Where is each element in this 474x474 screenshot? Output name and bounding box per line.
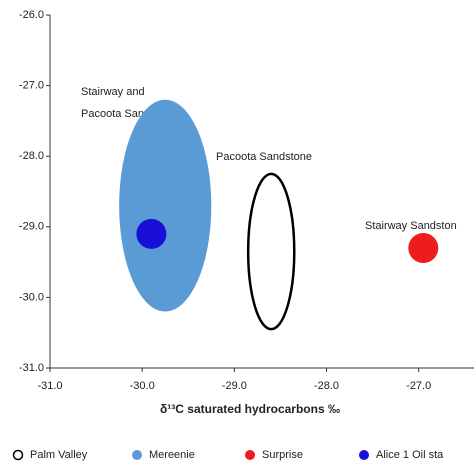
x-tick-label: -27.0 — [406, 380, 431, 392]
y-tick-label: -30.0 — [19, 291, 44, 303]
y-tick-label: -29.0 — [19, 221, 44, 233]
y-tick-label: -31.0 — [19, 362, 44, 374]
legend-marker — [359, 450, 369, 460]
legend-label: Mereenie — [149, 449, 195, 461]
y-tick-label: -28.0 — [19, 150, 44, 162]
x-tick-label: -28.0 — [314, 380, 339, 392]
annotation: Pacoota Sandstone — [216, 151, 312, 163]
x-tick-label: -30.0 — [130, 380, 155, 392]
annotation: Stairway and — [81, 86, 145, 98]
legend-label: Palm Valley — [30, 449, 88, 461]
legend-marker — [245, 450, 255, 460]
legend-label: Alice 1 Oil sta — [376, 449, 444, 461]
legend-marker — [132, 450, 142, 460]
range-ellipse — [246, 172, 296, 331]
point — [408, 232, 439, 263]
x-tick-label: -31.0 — [37, 380, 62, 392]
y-tick-label: -26.0 — [19, 9, 44, 21]
legend-label: Surprise — [262, 449, 303, 461]
x-tick-label: -29.0 — [222, 380, 247, 392]
annotation: Stairway Sandston — [365, 220, 457, 232]
range-ellipse — [119, 99, 212, 312]
y-tick-label: -27.0 — [19, 80, 44, 92]
point — [136, 218, 167, 249]
x-axis-label: δ¹³C saturated hydrocarbons ‰ — [160, 402, 340, 416]
legend-marker — [12, 449, 24, 461]
